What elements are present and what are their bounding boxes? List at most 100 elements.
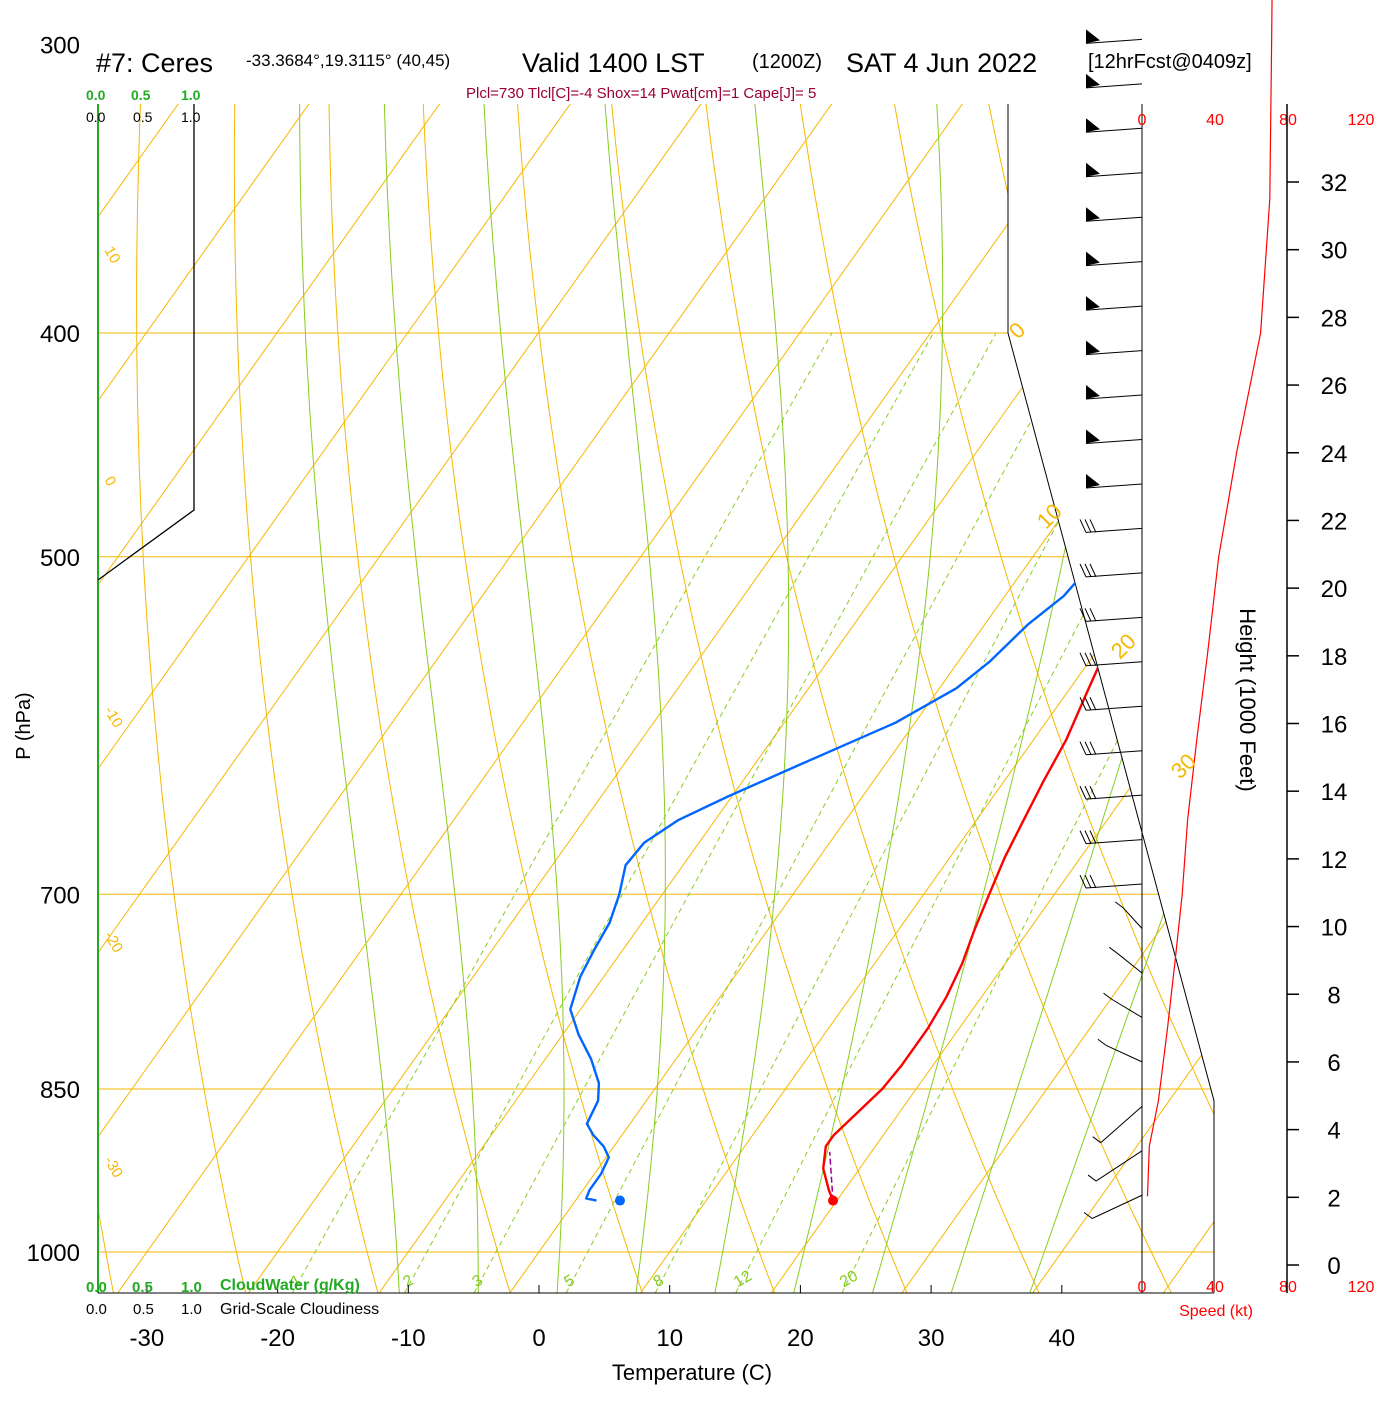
speed-tick-label-top: 120	[1348, 112, 1375, 129]
top-cloudwater-scale: 0.0 0.5 1.0	[86, 87, 201, 103]
wind-barb	[1086, 252, 1142, 266]
top-cw-tick: 0.0	[86, 87, 106, 103]
temperature-tick-label: 40	[1048, 1325, 1075, 1352]
isotherm-label: 10	[1032, 499, 1067, 534]
barb-feather	[1080, 519, 1086, 532]
forecast-label: [12hrFcst@0409z]	[1088, 51, 1252, 73]
speed-tick-label-bottom: 120	[1348, 1279, 1375, 1296]
barb-pennant	[1086, 74, 1100, 88]
barb-feather	[1090, 519, 1096, 532]
wind-barb	[1080, 519, 1142, 532]
top-cl-tick: 0.5	[133, 109, 153, 125]
barb-pennant	[1086, 296, 1100, 310]
height-tick-label: 18	[1321, 644, 1348, 671]
isotherm-line	[0, 0, 249, 1301]
wind-barb	[1086, 474, 1142, 488]
bottom-cloudiness-scale: 0.0 0.5 1.0 Grid-Scale Cloudiness	[86, 1301, 379, 1318]
dry-adiabat-line	[1202, 0, 1400, 1301]
wind-barb	[1104, 993, 1142, 1017]
bottom-cl-tick: 1.0	[181, 1301, 202, 1318]
height-tick-label: 16	[1321, 712, 1348, 739]
barb-feather	[1104, 993, 1112, 999]
barb-pennant	[1086, 163, 1100, 177]
height-tick-label: 6	[1327, 1050, 1340, 1077]
isotherm-line	[0, 0, 1033, 1301]
speed-tick-label-bottom: 0	[1138, 1279, 1147, 1296]
top-cl-tick: 1.0	[181, 109, 201, 125]
height-tick-label: 0	[1327, 1253, 1340, 1280]
barb-feather	[1090, 564, 1096, 577]
pressure-tick-label: 1000	[27, 1240, 80, 1267]
speed-tick-label-bottom: 80	[1279, 1279, 1297, 1296]
height-tick-label: 12	[1321, 847, 1348, 874]
speed-tick-label-top: 0	[1138, 112, 1147, 129]
height-tick-label: 24	[1321, 441, 1348, 468]
temperature-tick-label: -20	[260, 1325, 295, 1352]
height-tick-label: 26	[1321, 373, 1348, 400]
isotherm-label: 0	[101, 474, 120, 490]
wind-barb	[1080, 564, 1142, 577]
barb-feather	[1090, 742, 1096, 755]
moist-adiabat-line	[383, 0, 478, 1301]
barb-staff	[1123, 908, 1142, 929]
moist-adiabat-line	[300, 0, 400, 1301]
cloudiness-label: Grid-Scale Cloudiness	[220, 1301, 379, 1318]
isotherm-line	[766, 0, 1400, 1301]
barb-pennant	[1086, 341, 1100, 355]
height-tick-label: 28	[1321, 305, 1348, 332]
isotherm-label: -10	[101, 704, 127, 731]
speed-tick-label-top: 80	[1279, 112, 1297, 129]
isotherm-label: 10	[101, 244, 124, 267]
y-axis-title: P (hPa)	[13, 692, 35, 759]
barb-feather	[1085, 519, 1091, 532]
barb-feather	[1085, 875, 1091, 888]
bottom-cw-tick: 0.5	[132, 1279, 153, 1296]
zulu-time: (1200Z)	[752, 51, 822, 73]
barb-feather	[1109, 947, 1117, 953]
isotherm-label: 20	[1106, 629, 1141, 664]
wind-barb	[1086, 429, 1142, 443]
barb-feather	[1085, 831, 1091, 844]
wind-barb	[1080, 697, 1142, 710]
mixing-ratio-label: 20	[837, 1267, 861, 1291]
barb-pennant	[1086, 252, 1100, 266]
barb-staff	[1101, 1106, 1142, 1142]
pressure-tick-label: 850	[40, 1077, 80, 1104]
background-lines	[0, 0, 1400, 1301]
moist-adiabat-line	[713, 0, 788, 1301]
speed-tick-label-top: 40	[1206, 112, 1224, 129]
bottom-cl-tick: 0.0	[86, 1301, 107, 1318]
mixing-ratio-line	[470, 333, 996, 1301]
mixing-ratio-line	[732, 333, 1231, 1301]
pressure-tick-label: 400	[40, 321, 80, 348]
barb-staff	[1112, 999, 1142, 1017]
barb-staff	[1106, 1045, 1142, 1062]
isotherm-line	[112, 0, 1164, 1301]
wind-speed-profile	[1148, 0, 1274, 1196]
dry-adiabat-line	[419, 0, 645, 1301]
temperature-tick-label: -10	[391, 1325, 426, 1352]
station-title: #7: Ceres	[96, 48, 213, 78]
temperature-tick-label: 30	[918, 1325, 945, 1352]
data-traces	[570, 0, 1400, 1206]
wind-barb	[1086, 341, 1142, 355]
isotherm-label: -30	[101, 1154, 127, 1181]
bottom-cw-tick: 1.0	[181, 1279, 202, 1296]
barb-feather	[1080, 564, 1086, 577]
mixing-ratio-line	[838, 333, 1325, 1301]
height-tick-label: 8	[1327, 982, 1340, 1009]
barb-feather	[1084, 1213, 1092, 1219]
temperature-tick-label: 20	[787, 1325, 814, 1352]
barb-pennant	[1086, 29, 1100, 43]
wind-barb	[1086, 385, 1142, 399]
barb-feather	[1085, 564, 1091, 577]
isotherm-line	[504, 0, 1400, 1301]
moist-adiabat-line	[949, 0, 1362, 1301]
mixing-ratio-line	[651, 333, 1159, 1301]
dry-adiabat-line	[234, 0, 380, 1301]
pressure-tick-label: 700	[40, 882, 80, 909]
barb-feather	[1098, 1039, 1106, 1045]
top-cw-tick: 1.0	[181, 87, 201, 103]
